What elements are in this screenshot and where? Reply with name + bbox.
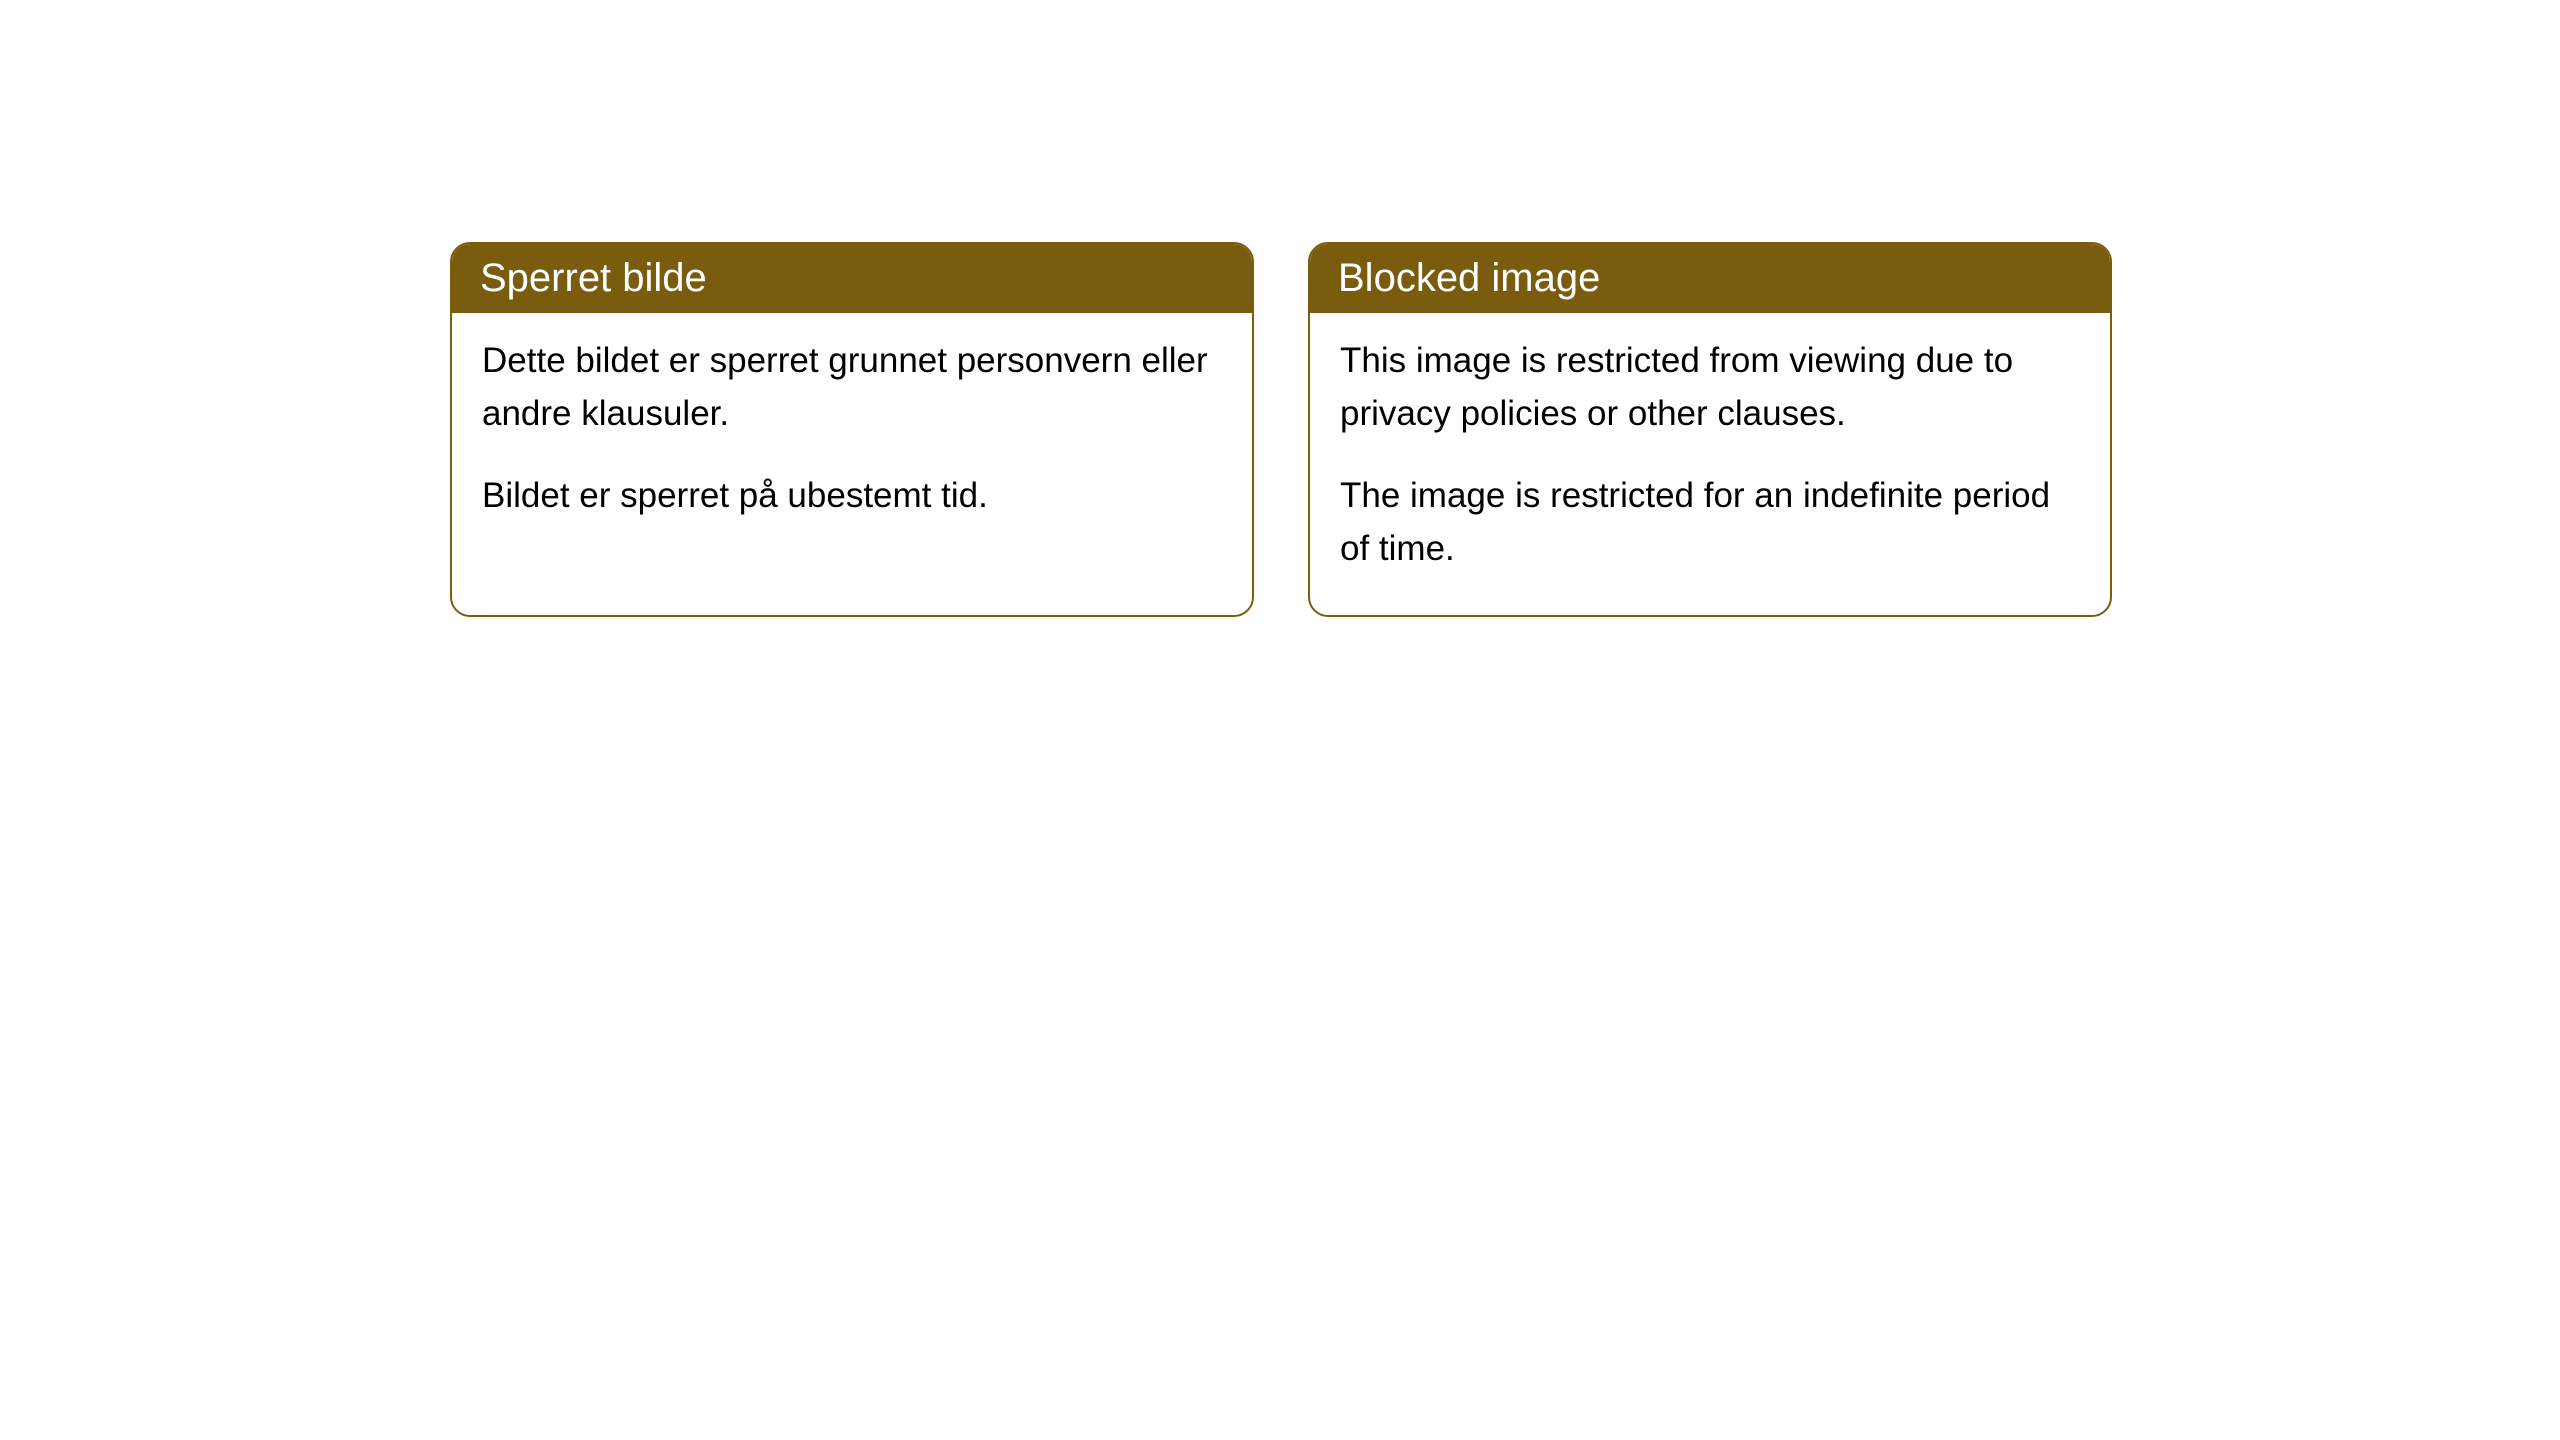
notice-container: Sperret bilde Dette bildet er sperret gr…: [0, 0, 2560, 617]
card-title: Blocked image: [1338, 256, 1600, 300]
card-title: Sperret bilde: [480, 256, 707, 300]
notice-text-2: The image is restricted for an indefinit…: [1340, 470, 2080, 575]
card-body: This image is restricted from viewing du…: [1310, 313, 2110, 615]
notice-card-norwegian: Sperret bilde Dette bildet er sperret gr…: [450, 242, 1254, 617]
card-header: Blocked image: [1310, 244, 2110, 313]
notice-text-1: This image is restricted from viewing du…: [1340, 335, 2080, 440]
card-body: Dette bildet er sperret grunnet personve…: [452, 313, 1252, 563]
notice-text-1: Dette bildet er sperret grunnet personve…: [482, 335, 1222, 440]
notice-text-2: Bildet er sperret på ubestemt tid.: [482, 470, 1222, 523]
card-header: Sperret bilde: [452, 244, 1252, 313]
notice-card-english: Blocked image This image is restricted f…: [1308, 242, 2112, 617]
